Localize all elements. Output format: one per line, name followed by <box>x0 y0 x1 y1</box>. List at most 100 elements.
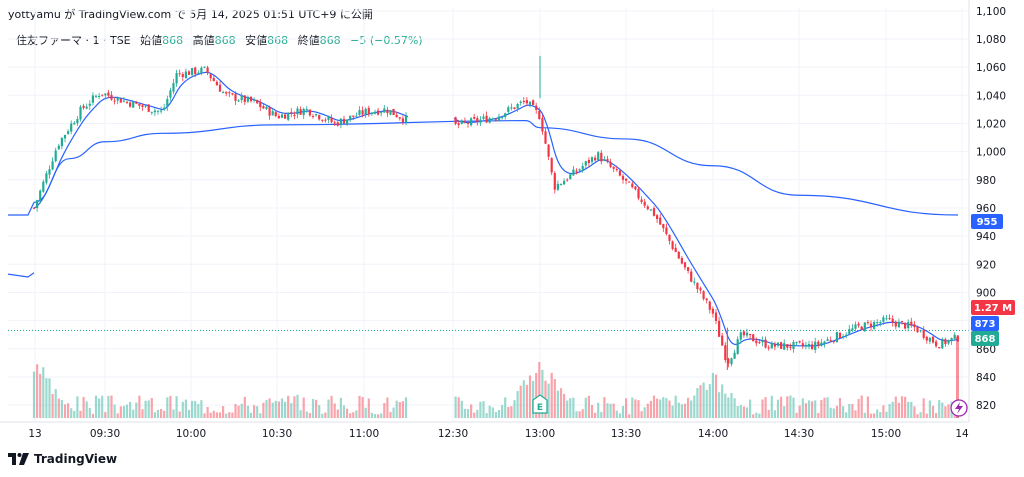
candle-body <box>194 67 197 75</box>
volume-bar <box>637 400 640 418</box>
price-axis[interactable]: 8208408608809009209409609801,0001,0201,0… <box>976 6 1006 412</box>
time-axis[interactable]: 13 09:30 10:00 10:30 11:00 12:30 13:00 13:30 14:… <box>28 428 969 440</box>
lightning-icon[interactable] <box>950 399 968 417</box>
candle-body <box>783 343 786 350</box>
candle-body <box>916 326 919 333</box>
candle-body <box>547 144 550 157</box>
candle-body <box>628 181 631 183</box>
candle-body <box>218 84 222 92</box>
candle-body <box>851 328 854 330</box>
candle-body <box>67 131 70 134</box>
candle-body <box>696 282 699 290</box>
symbol-name[interactable]: 住友ファーマ · 1 · TSE <box>16 34 131 47</box>
time-tick-label: 10:30 <box>262 428 292 440</box>
candle-body <box>668 234 671 241</box>
candle-body <box>296 108 299 115</box>
volume-bar <box>246 405 249 418</box>
candle-body <box>494 119 497 121</box>
volume-bar <box>646 403 649 418</box>
candle-body <box>522 100 525 102</box>
candle-body <box>237 100 240 102</box>
volume-bar <box>848 403 851 418</box>
volume-bar <box>814 400 817 418</box>
volume-bar <box>835 405 838 418</box>
volume-bar <box>488 405 491 418</box>
volume-bars <box>32 337 959 418</box>
candle-body <box>321 119 324 121</box>
candle-body <box>677 251 680 259</box>
volume-bar <box>578 411 581 418</box>
candle-body <box>848 329 851 334</box>
volume-bar <box>773 410 776 418</box>
candle-body <box>938 347 941 349</box>
candle-body <box>125 101 129 103</box>
candle-body <box>476 118 479 123</box>
last-price-text: 868 <box>975 334 996 345</box>
volume-bar <box>668 400 671 418</box>
candle-body <box>519 101 522 103</box>
candle-body <box>563 180 566 185</box>
candle-body <box>944 339 947 345</box>
candle-body <box>200 67 203 74</box>
candle-body <box>640 199 643 202</box>
volume-bar <box>63 404 67 418</box>
volume-bar <box>404 397 408 418</box>
candle-body <box>541 118 544 132</box>
candle-body <box>138 103 141 106</box>
candle-body <box>578 169 581 171</box>
volume-bar <box>463 408 466 418</box>
volume-bar <box>287 395 290 418</box>
candle-body <box>857 323 860 326</box>
volume-bar <box>730 392 733 418</box>
candle-body <box>460 120 463 124</box>
volume-bar <box>39 373 42 418</box>
candle-body <box>842 336 845 338</box>
volume-bar <box>556 390 559 418</box>
candle-body <box>699 288 702 291</box>
volume-bar <box>916 414 919 418</box>
candle-body <box>107 92 110 96</box>
volume-bar <box>203 413 206 418</box>
volume-bar <box>519 385 522 418</box>
volume-bar <box>842 406 845 418</box>
candle-body <box>569 174 572 180</box>
candle-body <box>891 318 894 323</box>
volume-bar <box>832 408 835 418</box>
volume-bar <box>209 412 212 418</box>
tradingview-footer[interactable]: TradingView <box>8 452 117 466</box>
candle-body <box>894 321 897 327</box>
candle-body <box>299 109 302 115</box>
candle-body <box>730 358 733 365</box>
candle-body <box>860 326 863 331</box>
candle-body <box>538 110 541 120</box>
time-tick-label: 12:30 <box>438 428 468 440</box>
volume-bar <box>256 406 259 418</box>
volume-bar <box>935 413 938 418</box>
volume-bar <box>249 412 253 418</box>
volume-bar <box>603 397 606 418</box>
candle-body <box>262 106 265 109</box>
volume-bar <box>166 397 169 418</box>
candle-body <box>956 335 959 342</box>
volume-bar <box>764 397 767 418</box>
candle-body <box>48 169 51 175</box>
volume-bar <box>67 403 70 418</box>
candle-body <box>600 152 603 162</box>
volume-bar <box>910 401 913 418</box>
volume-bar <box>336 409 339 418</box>
candle-body <box>268 107 271 116</box>
candle-body <box>191 68 194 75</box>
earnings-marker[interactable]: E <box>532 394 548 414</box>
volume-bar <box>696 388 699 418</box>
candle-body <box>135 102 138 104</box>
open-label: 始値 <box>140 34 163 47</box>
volume-bar <box>857 399 860 418</box>
volume-bar <box>296 394 299 418</box>
candle-body <box>119 98 122 103</box>
price-chart[interactable]: 8208408608809009209409609801,0001,0201,0… <box>0 0 1024 448</box>
volume-bar <box>612 403 615 418</box>
volume-bar <box>904 396 907 418</box>
candle-body <box>674 247 677 253</box>
volume-bar <box>494 412 497 418</box>
time-tick-label: 11:00 <box>349 428 379 440</box>
